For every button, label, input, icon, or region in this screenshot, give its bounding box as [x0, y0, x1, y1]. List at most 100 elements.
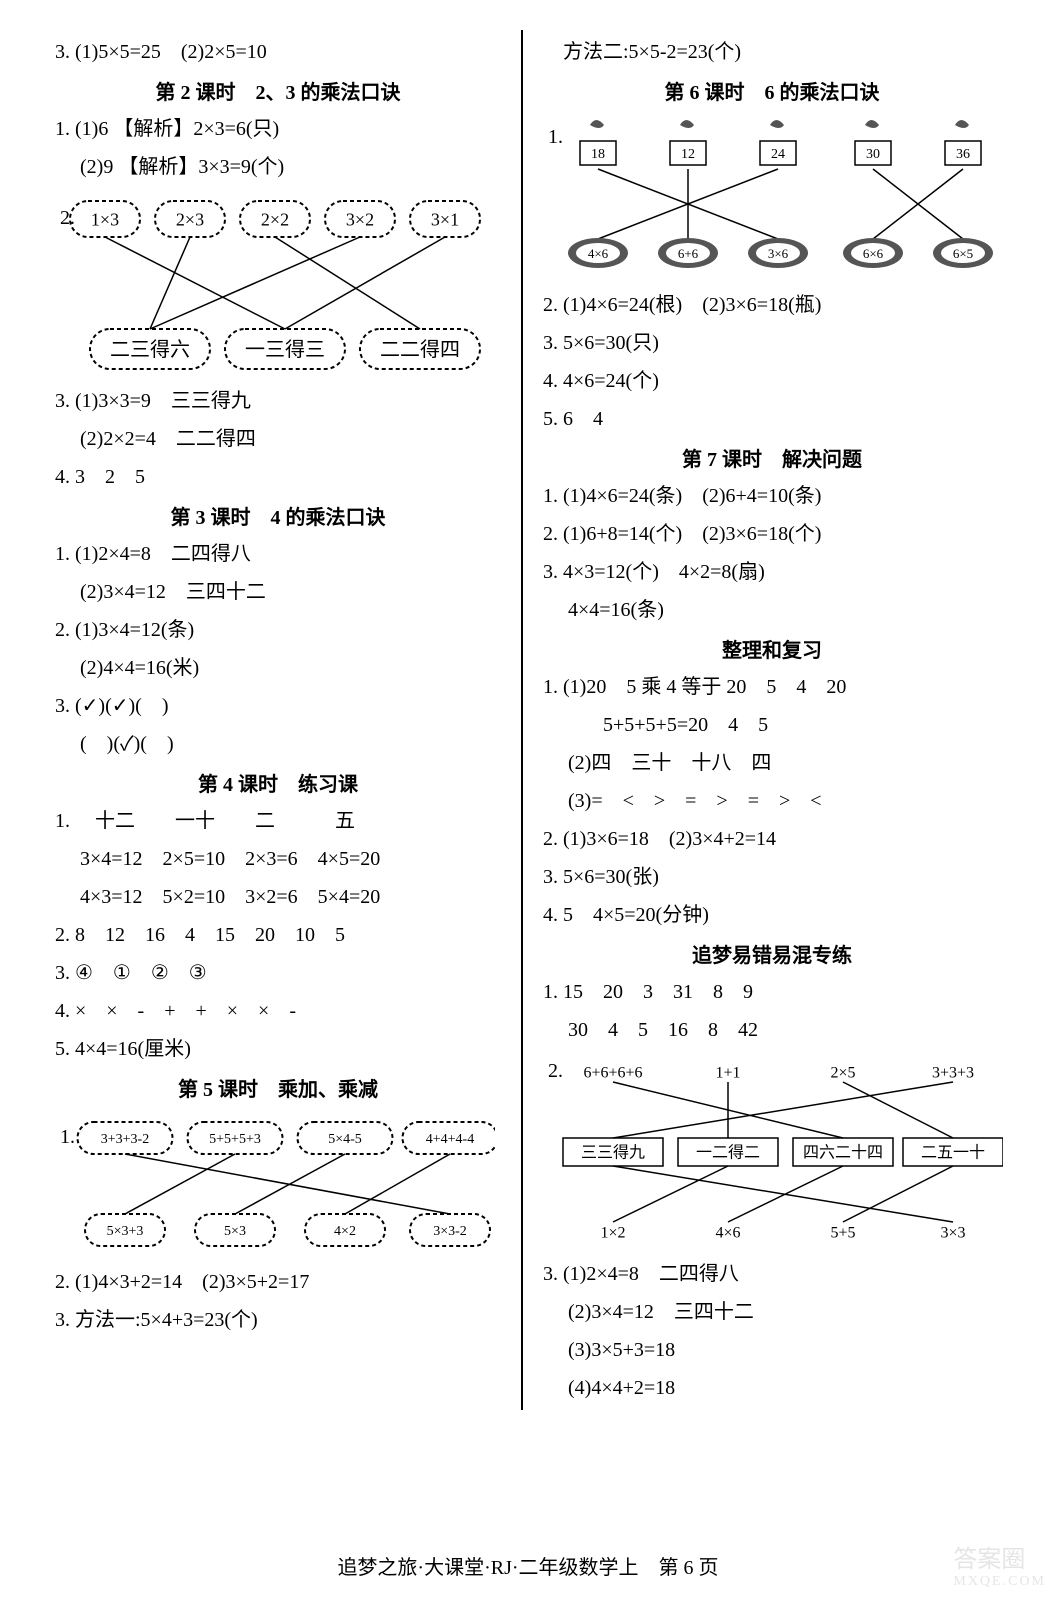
text: ( )(✓)( )	[55, 728, 501, 760]
text: 3×4=12 2×5=10 2×3=6 4×5=20	[55, 843, 501, 875]
text: (4)4×4+2=18	[543, 1372, 1001, 1404]
svg-text:5+5+5+3: 5+5+5+3	[209, 1132, 261, 1147]
heading: 第 6 课时 6 的乘法口诀	[543, 76, 1001, 105]
text: 3. 方法一:5×4+3=23(个)	[55, 1304, 501, 1336]
text: 1. (1)20 5 乘 4 等于 20 5 4 20	[543, 671, 1001, 703]
watermark-big: 答案圈	[953, 1547, 1025, 1573]
text: 4. 3 2 5	[55, 461, 501, 493]
svg-text:3×1: 3×1	[431, 209, 459, 229]
svg-text:1.: 1.	[60, 1126, 75, 1148]
text: 2. (1)6+8=14(个) (2)3×6=18(个)	[543, 518, 1001, 550]
text: 方法二:5×5-2=23(个)	[543, 36, 1001, 68]
text: 3. (✓)(✓)( )	[55, 690, 501, 722]
svg-text:1.: 1.	[548, 126, 563, 148]
svg-text:三三得九: 三三得九	[581, 1144, 645, 1162]
text: (2)9 【解析】3×3=9(个)	[55, 151, 501, 183]
svg-text:1×2: 1×2	[600, 1225, 625, 1242]
svg-text:12: 12	[681, 147, 695, 162]
matching-diagram-5: 1. 3+3+3-2 5+5+5+3 5×4-5 4+4+4-4 5×3+3 5×3 4×2 3…	[55, 1110, 501, 1260]
text: (2)4×4=16(米)	[55, 652, 501, 684]
svg-text:6×5: 6×5	[953, 246, 973, 261]
heading: 第 7 课时 解决问题	[543, 443, 1001, 472]
column-divider	[521, 30, 523, 1410]
svg-text:1+1: 1+1	[715, 1065, 740, 1082]
svg-text:6+6: 6+6	[678, 246, 699, 261]
text: (2)四 三十 十八 四	[543, 747, 1001, 779]
text: 5. 4×4=16(厘米)	[55, 1033, 501, 1065]
text: 2. (1)3×6=18 (2)3×4+2=14	[543, 823, 1001, 855]
svg-text:2×5: 2×5	[830, 1065, 855, 1082]
svg-text:6×6: 6×6	[863, 246, 884, 261]
svg-text:2.: 2.	[548, 1060, 563, 1082]
text: 1. (1)4×6=24(条) (2)6+4=10(条)	[543, 480, 1001, 512]
right-column: 方法二:5×5-2=23(个) 第 6 课时 6 的乘法口诀 1.1812243…	[528, 30, 1016, 1410]
svg-text:3×6: 3×6	[768, 246, 789, 261]
text: 4. × × - + + × × -	[55, 995, 501, 1027]
text: (3)= < > = > = > <	[543, 785, 1001, 817]
text: 1. (1)6 【解析】2×3=6(只)	[55, 113, 501, 145]
svg-text:四六二十四: 四六二十四	[803, 1144, 883, 1162]
svg-text:1×3: 1×3	[91, 209, 119, 229]
heading: 第 5 课时 乘加、乘减	[55, 1073, 501, 1102]
svg-text:4×6: 4×6	[588, 246, 609, 261]
svg-text:二二得四: 二二得四	[380, 338, 460, 361]
watermark-small: MXQE.COM	[953, 1574, 1046, 1590]
text: 3. 5×6=30(只)	[543, 327, 1001, 359]
text: 1. (1)2×4=8 二四得八	[55, 538, 501, 570]
text: (2)3×4=12 三四十二	[55, 576, 501, 608]
heading: 整理和复习	[543, 634, 1001, 663]
text: 4. 5 4×5=20(分钟)	[543, 899, 1001, 931]
text: 3. (1)5×5=25 (2)2×5=10	[55, 36, 501, 68]
svg-text:6+6+6+6: 6+6+6+6	[583, 1065, 642, 1082]
text: 3. (1)2×4=8 二四得八	[543, 1258, 1001, 1290]
text: (3)3×5+3=18	[543, 1334, 1001, 1366]
text: 30 4 5 16 8 42	[543, 1014, 1001, 1046]
text: 1. 15 20 3 31 8 9	[543, 976, 1001, 1008]
svg-text:3×3-2: 3×3-2	[433, 1224, 467, 1239]
heading: 第 3 课时 4 的乘法口诀	[55, 501, 501, 530]
text: (2)3×4=12 三四十二	[543, 1296, 1001, 1328]
heading: 第 4 课时 练习课	[55, 768, 501, 797]
svg-text:3×3: 3×3	[940, 1225, 965, 1242]
text: 4×4=16(条)	[543, 594, 1001, 626]
svg-text:18: 18	[591, 147, 605, 162]
svg-text:5+5: 5+5	[830, 1225, 855, 1242]
svg-text:2×2: 2×2	[261, 209, 289, 229]
svg-text:4+4+4-4: 4+4+4-4	[426, 1132, 474, 1147]
matching-diagram-2: 2.1×32×32×23×23×1二三得六一三得三二二得四	[55, 189, 501, 379]
text: 2. 8 12 16 4 15 20 10 5	[55, 919, 501, 951]
matching-diagram-9: 2. 6+6+6+6 1+1 2×5 3+3+3 三三得九 一二得二 四六二十四 二五一十 1×2…	[543, 1052, 1001, 1252]
text: 3. 4×3=12(个) 4×2=8(扇)	[543, 556, 1001, 588]
svg-text:3×2: 3×2	[346, 209, 374, 229]
text: 5. 6 4	[543, 403, 1001, 435]
svg-text:二三得六: 二三得六	[110, 338, 190, 361]
svg-text:5×3+3: 5×3+3	[107, 1224, 144, 1239]
text: 3. 5×6=30(张)	[543, 861, 1001, 893]
text: 3. ④ ① ② ③	[55, 957, 501, 989]
text: 4×3=12 5×2=10 3×2=6 5×4=20	[55, 881, 501, 913]
svg-text:2×3: 2×3	[176, 209, 204, 229]
text: 2. (1)4×6=24(根) (2)3×6=18(瓶)	[543, 289, 1001, 321]
text: 5+5+5+5=20 4 5	[543, 709, 1001, 741]
svg-text:一二得二: 一二得二	[696, 1144, 760, 1162]
heading: 第 2 课时 2、3 的乘法口诀	[55, 76, 501, 105]
svg-text:4×2: 4×2	[334, 1224, 356, 1239]
svg-text:4×6: 4×6	[715, 1225, 740, 1242]
svg-text:30: 30	[866, 147, 880, 162]
text: 2. (1)3×4=12(条)	[55, 614, 501, 646]
text: 1. 十二 一十 二 五	[55, 805, 501, 837]
text: 4. 4×6=24(个)	[543, 365, 1001, 397]
svg-text:5×3: 5×3	[224, 1224, 246, 1239]
matching-diagram-6: 1.18122430364×66+63×66×66×5	[543, 113, 1001, 283]
svg-text:36: 36	[956, 147, 970, 162]
page-footer: 追梦之旅·大课堂·RJ·二年级数学上 第 6 页	[0, 1551, 1056, 1580]
svg-text:二五一十: 二五一十	[921, 1144, 985, 1162]
watermark: 答案圈 MXQE.COM	[953, 1539, 1046, 1590]
text: 2. (1)4×3+2=14 (2)3×5+2=17	[55, 1266, 501, 1298]
text: (2)2×2=4 二二得四	[55, 423, 501, 455]
svg-text:一三得三: 一三得三	[245, 338, 325, 361]
svg-text:3+3+3: 3+3+3	[932, 1065, 974, 1082]
svg-text:3+3+3-2: 3+3+3-2	[101, 1132, 149, 1147]
svg-text:5×4-5: 5×4-5	[328, 1132, 362, 1147]
text: 3. (1)3×3=9 三三得九	[55, 385, 501, 417]
